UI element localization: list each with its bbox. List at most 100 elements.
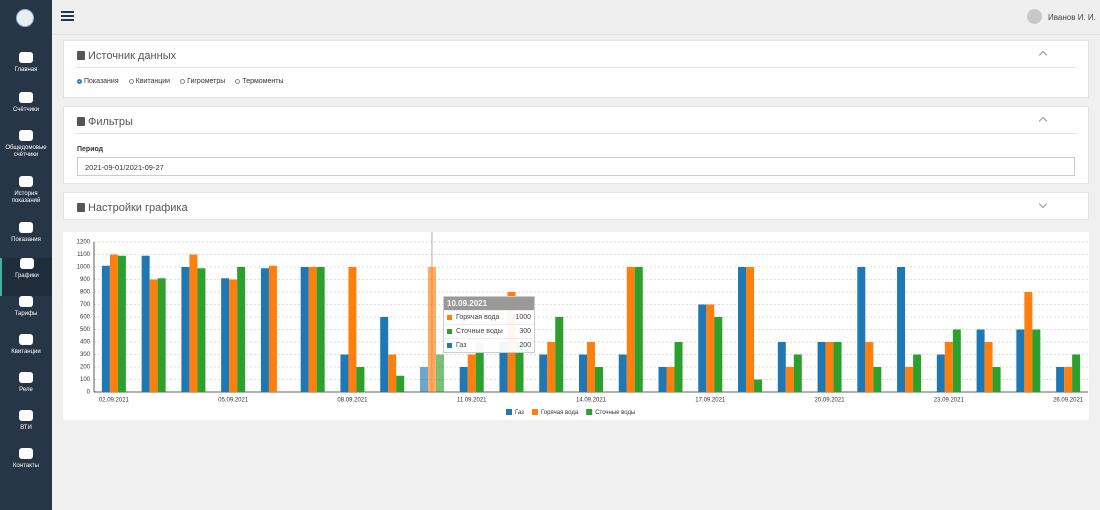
radio-option[interactable]: Показания [77,78,119,85]
bar [754,379,763,392]
bar [666,367,675,392]
bar [825,342,834,392]
nav-label: История показаний [11,191,41,204]
bar [260,268,269,392]
radio-group: Показания Квитанции Гигрометры Термоменты [77,78,284,85]
bar [555,317,564,392]
legend-label: Сточные воды [595,410,635,416]
nav-icon [19,52,33,63]
bar [905,367,914,392]
bar [181,267,190,392]
nav-item[interactable]: История показаний [0,176,52,214]
nav-label: Главная [14,67,38,73]
nav-icon [19,176,33,187]
bar [618,354,627,392]
nav-item[interactable]: Графики [0,258,52,296]
tooltip-swatch [447,343,452,348]
nav-label: Показания [11,237,41,243]
user-name[interactable]: Иванов И. И. [1048,13,1096,22]
bar [300,267,309,392]
bar [197,268,206,392]
panel-title: Настройки графика [77,202,188,214]
radio-option[interactable]: Гигрометры [180,78,225,85]
bar [316,267,325,392]
avatar[interactable] [1027,9,1042,24]
bar [738,267,747,392]
bar [435,354,444,392]
menu-toggle[interactable] [61,11,74,13]
nav-item[interactable]: Показания [0,222,52,260]
radio-label: Гигрометры [187,78,226,85]
y-tick-label: 600 [80,315,91,321]
nav-label: Общедомовые счётчики [5,145,47,158]
bar [714,317,723,392]
collapse[interactable] [1038,116,1048,126]
panel-title: Фильтры [77,116,133,128]
nav-icon [19,296,33,307]
x-tick-label: 17.09.2021 [695,398,726,404]
x-tick-label: 23.09.2021 [934,398,965,404]
bar [539,354,548,392]
y-tick-label: 200 [80,365,91,371]
nav-label: ВТИ [20,425,32,431]
bar [944,342,953,392]
legend-label: Горячая вода [541,410,579,416]
nav-item[interactable]: Главная [0,52,52,90]
bar [658,367,667,392]
expand[interactable] [1038,199,1048,209]
bar [1056,367,1065,392]
y-tick-label: 500 [80,327,91,333]
bar [793,354,802,392]
tooltip-name: Газ [456,342,467,349]
bar [1024,292,1033,392]
nav-item[interactable]: Реле [0,372,52,410]
logo[interactable] [16,9,34,27]
bar [268,265,277,392]
panel-title: Источник данных [77,50,176,62]
bar [706,304,715,392]
nav-item[interactable]: Квитанции [0,334,52,372]
bar [475,342,484,392]
bar [459,367,468,392]
x-tick-label: 20.09.2021 [815,398,846,404]
collapse[interactable] [1038,50,1048,60]
nav-item[interactable]: ВТИ [0,410,52,448]
x-tick-label: 05.09.2021 [218,398,249,404]
period-input[interactable]: 2021-09-01/2021-09-27 [77,157,1075,176]
bar [547,342,556,392]
bar [1032,329,1041,392]
nav-label: Контакты [13,463,39,469]
x-tick-label: 08.09.2021 [337,398,368,404]
x-tick-label: 11.09.2021 [457,398,487,404]
nav-item[interactable]: Тарифы [0,296,52,334]
bar [427,267,436,392]
radio-dot [128,79,134,84]
x-tick-label: 02.09.2021 [99,398,130,404]
legend-swatch [531,409,538,415]
radio-label: Показания [84,78,119,85]
nav-item[interactable]: Контакты [0,448,52,486]
bar [674,342,683,392]
y-tick-label: 0 [87,390,91,396]
bar [380,317,389,392]
bar [348,267,357,392]
topbar: Иванов И. И. [52,0,1100,35]
nav-label: Реле [19,387,33,393]
radio-label: Квитанции [135,78,171,85]
bar [308,267,317,392]
y-tick-label: 1100 [77,252,91,258]
y-tick-label: 800 [80,290,91,296]
bar [873,367,882,392]
chart: 0 100 200 300 400 500 600 700 800 900 1000 1100 1200… [77,232,1088,416]
nav-item[interactable]: Общедомовые счётчики [0,130,52,168]
y-tick-label: 1200 [77,240,91,246]
y-tick-label: 300 [80,352,91,358]
bar [237,267,246,392]
radio-option[interactable]: Квитанции [128,78,171,85]
bar [101,265,110,392]
bar [419,367,428,392]
radio-option[interactable]: Термоменты [235,78,284,85]
nav-item[interactable]: Счётчики [0,92,52,130]
bar [595,367,603,392]
